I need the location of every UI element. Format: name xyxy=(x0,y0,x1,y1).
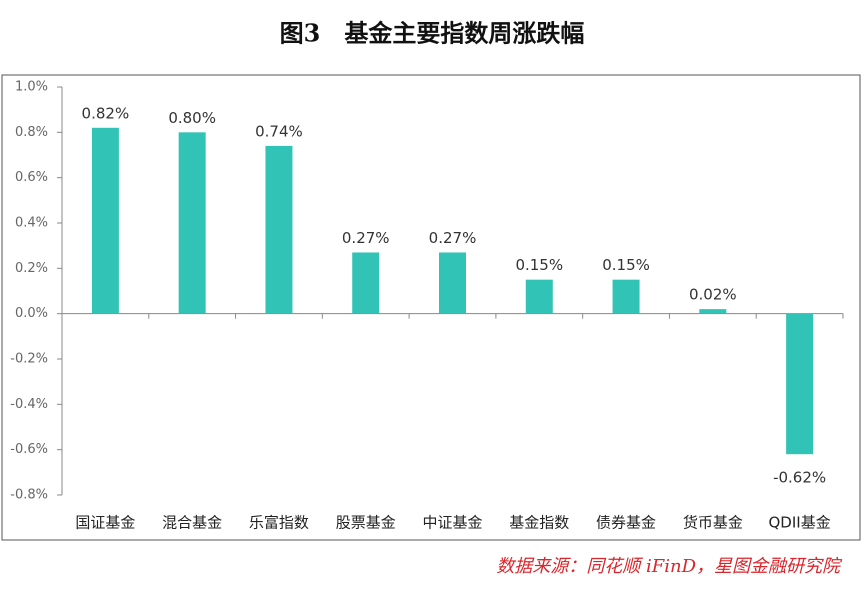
value-label: 0.82% xyxy=(82,104,130,122)
value-label: -0.62% xyxy=(773,469,826,487)
bar xyxy=(612,279,640,314)
x-tick-label: 国证基金 xyxy=(75,514,135,532)
y-tick-label: 0.0% xyxy=(15,306,48,321)
y-tick-label: -0.2% xyxy=(10,352,48,367)
x-tick-label: 乐富指数 xyxy=(249,514,309,532)
bar xyxy=(699,309,727,314)
bar xyxy=(265,145,293,314)
y-tick-label: -0.8% xyxy=(10,488,48,503)
y-tick-label: 0.8% xyxy=(15,125,48,140)
value-label: 0.15% xyxy=(602,256,650,274)
bar xyxy=(91,127,119,314)
bar xyxy=(786,313,814,455)
x-tick-label: QDII基金 xyxy=(769,514,831,532)
y-tick-label: 1.0% xyxy=(15,80,48,95)
x-tick-label: 股票基金 xyxy=(336,514,396,532)
bar xyxy=(178,132,206,314)
chart-frame xyxy=(1,74,861,541)
y-tick-label: -0.4% xyxy=(10,397,48,412)
bar xyxy=(439,252,466,314)
x-tick-label: 货币基金 xyxy=(683,514,743,532)
y-tick-label: 0.4% xyxy=(15,216,48,231)
bar xyxy=(525,279,553,314)
chart-title: 图3 基金主要指数周涨跌幅 xyxy=(280,19,585,48)
x-tick-label: 债券基金 xyxy=(596,514,656,532)
value-label: 0.02% xyxy=(689,286,737,304)
source-note: 数据来源：同花顺 iFinD，星图金融研究院 xyxy=(496,556,843,577)
x-tick-label: 混合基金 xyxy=(162,514,222,532)
value-label: 0.27% xyxy=(429,229,477,247)
value-label: 0.80% xyxy=(168,109,216,127)
x-tick-label: 中证基金 xyxy=(422,514,482,532)
y-tick-label: -0.6% xyxy=(10,442,48,457)
y-tick-label: 0.2% xyxy=(15,261,48,276)
x-tick-label: 基金指数 xyxy=(509,514,569,532)
bar xyxy=(352,252,380,314)
value-label: 0.74% xyxy=(255,122,303,140)
value-label: 0.27% xyxy=(342,229,390,247)
value-label: 0.15% xyxy=(515,256,563,274)
y-tick-label: 0.6% xyxy=(15,170,48,185)
